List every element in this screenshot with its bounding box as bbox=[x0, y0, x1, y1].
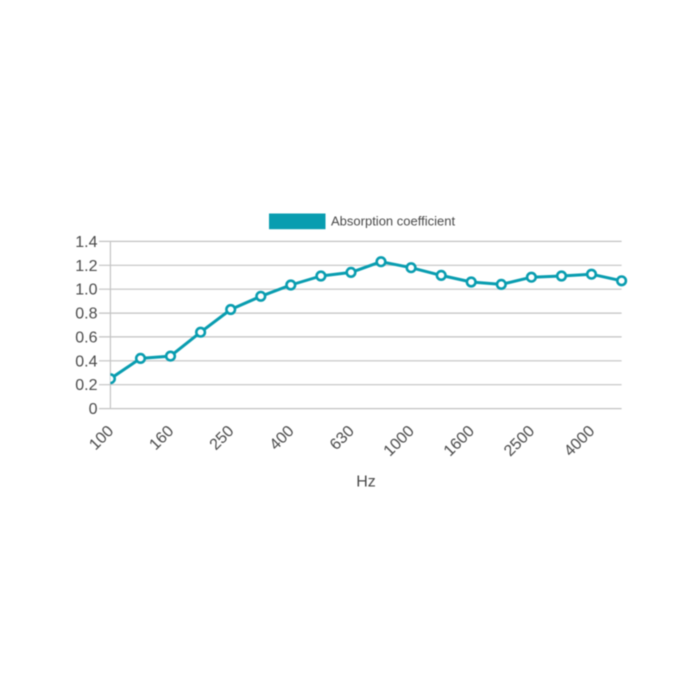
svg-text:0.8: 0.8 bbox=[75, 306, 97, 323]
svg-text:0.2: 0.2 bbox=[75, 377, 97, 394]
svg-text:Absorption coefficient: Absorption coefficient bbox=[331, 214, 455, 229]
svg-text:0: 0 bbox=[89, 401, 98, 418]
svg-text:1.0: 1.0 bbox=[75, 282, 97, 299]
svg-text:Hz: Hz bbox=[356, 474, 376, 491]
svg-text:0.6: 0.6 bbox=[75, 329, 97, 346]
svg-text:0.4: 0.4 bbox=[75, 353, 97, 370]
svg-text:1.2: 1.2 bbox=[75, 258, 97, 275]
svg-text:1.4: 1.4 bbox=[75, 234, 97, 251]
